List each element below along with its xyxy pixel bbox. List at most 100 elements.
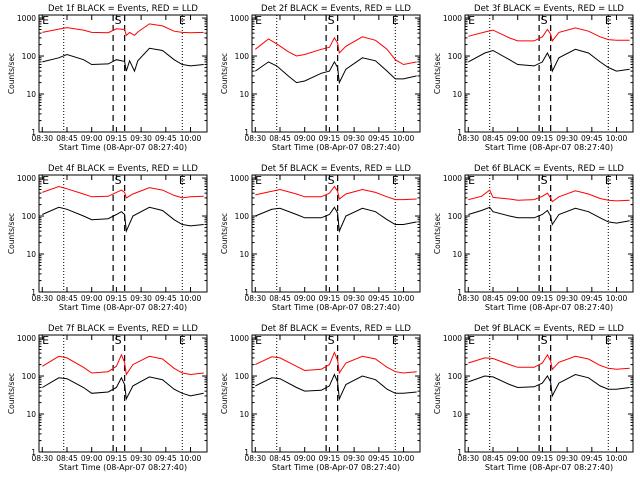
marker-label: E bbox=[468, 14, 475, 27]
lld-series-line bbox=[468, 353, 630, 371]
x-tick-label: 09:30 bbox=[343, 294, 365, 303]
x-tick-label: 09:00 bbox=[294, 454, 316, 463]
events-series-line bbox=[255, 57, 417, 85]
y-axis-label: Counts/sec bbox=[220, 213, 229, 254]
y-tick-label: 1 bbox=[457, 448, 462, 457]
x-tick-label: 10:00 bbox=[393, 134, 415, 143]
y-tick-label: 1000 bbox=[443, 174, 462, 183]
detector-panel-1: Det 1f BLACK = Events, RED = LLD 1 10 100 10… bbox=[7, 4, 208, 152]
x-tick-label: 09:30 bbox=[130, 454, 152, 463]
detector-panel-5: Det 5f BLACK = Events, RED = LLD 1 10 100 10… bbox=[220, 164, 421, 312]
x-tick-label: 08:45 bbox=[482, 294, 504, 303]
lld-series-line bbox=[255, 185, 417, 201]
detector-panel-3: Det 3f BLACK = Events, RED = LLD 1 10 100 10… bbox=[433, 4, 634, 152]
x-tick-label: 08:45 bbox=[56, 454, 78, 463]
plot-frame bbox=[251, 14, 421, 133]
lld-series-line bbox=[42, 353, 204, 376]
y-tick-label: 100 bbox=[235, 372, 250, 381]
x-axis-label: Start Time (08-Apr-07 08:27:40) bbox=[272, 143, 400, 152]
marker-label: S bbox=[328, 14, 335, 27]
lld-series-line bbox=[42, 185, 204, 199]
y-tick-label: 10 bbox=[26, 90, 36, 99]
events-series-line bbox=[255, 206, 417, 234]
events-series-line bbox=[42, 206, 204, 234]
x-tick-label: 10:00 bbox=[606, 454, 628, 463]
detector-panel-8: Det 8f BLACK = Events, RED = LLD 1 10 100 10… bbox=[220, 324, 421, 472]
x-tick-label: 09:15 bbox=[319, 294, 341, 303]
y-tick-label: 1000 bbox=[230, 174, 249, 183]
x-tick-label: 08:30 bbox=[31, 454, 53, 463]
x-tick-label: 09:45 bbox=[368, 454, 390, 463]
lld-series-line bbox=[468, 27, 630, 43]
panel-title: Det 4f BLACK = Events, RED = LLD bbox=[48, 164, 198, 174]
y-tick-label: 100 bbox=[235, 212, 250, 221]
events-series-line bbox=[468, 373, 630, 398]
y-axis-label: Counts/sec bbox=[220, 53, 229, 94]
marker-label: S bbox=[541, 174, 548, 187]
x-tick-label: 09:45 bbox=[155, 294, 177, 303]
y-tick-label: 100 bbox=[22, 212, 37, 221]
y-tick-label: 1 bbox=[244, 288, 249, 297]
marker-label: S bbox=[115, 174, 122, 187]
x-tick-label: 10:00 bbox=[393, 454, 415, 463]
x-tick-label: 08:45 bbox=[482, 134, 504, 143]
x-tick-label: 09:45 bbox=[155, 134, 177, 143]
marker-label: S bbox=[115, 334, 122, 347]
marker-label: E bbox=[255, 334, 262, 347]
x-tick-label: 10:00 bbox=[393, 294, 415, 303]
y-tick-label: 10 bbox=[239, 250, 249, 259]
marker-label: E bbox=[42, 334, 49, 347]
marker-label: E bbox=[42, 14, 49, 27]
x-tick-label: 09:00 bbox=[81, 294, 103, 303]
x-tick-label: 09:15 bbox=[319, 454, 341, 463]
y-tick-label: 1000 bbox=[230, 334, 249, 343]
x-tick-label: 09:15 bbox=[106, 454, 128, 463]
marker-label: S bbox=[115, 14, 122, 27]
x-tick-label: 09:30 bbox=[556, 294, 578, 303]
x-tick-label: 09:30 bbox=[130, 294, 152, 303]
x-tick-label: 09:30 bbox=[130, 134, 152, 143]
panel-title: Det 3f BLACK = Events, RED = LLD bbox=[474, 4, 624, 14]
x-tick-label: 08:45 bbox=[269, 134, 291, 143]
x-tick-label: 09:45 bbox=[368, 294, 390, 303]
y-axis-label: Counts/sec bbox=[433, 373, 442, 414]
x-tick-label: 09:00 bbox=[294, 134, 316, 143]
marker-label: E bbox=[42, 174, 49, 187]
x-tick-label: 09:15 bbox=[532, 134, 554, 143]
marker-label: E bbox=[392, 174, 399, 187]
x-tick-label: 09:30 bbox=[343, 454, 365, 463]
panel-title: Det 2f BLACK = Events, RED = LLD bbox=[261, 4, 411, 14]
x-tick-label: 08:30 bbox=[457, 134, 479, 143]
detector-panel-9: Det 9f BLACK = Events, RED = LLD 1 10 100 10… bbox=[433, 324, 634, 472]
x-tick-label: 09:30 bbox=[556, 454, 578, 463]
y-axis-label: Counts/sec bbox=[220, 373, 229, 414]
detector-panel-6: Det 6f BLACK = Events, RED = LLD 1 10 100 10… bbox=[433, 164, 634, 312]
x-axis-label: Start Time (08-Apr-07 08:27:40) bbox=[272, 303, 400, 312]
x-tick-label: 08:45 bbox=[269, 294, 291, 303]
x-tick-label: 08:30 bbox=[457, 294, 479, 303]
marker-label: E bbox=[468, 174, 475, 187]
x-tick-label: 08:45 bbox=[56, 294, 78, 303]
x-axis-label: Start Time (08-Apr-07 08:27:40) bbox=[59, 463, 187, 472]
y-tick-label: 1 bbox=[31, 288, 36, 297]
x-tick-label: 10:00 bbox=[180, 134, 202, 143]
y-tick-label: 100 bbox=[448, 52, 463, 61]
events-series-line bbox=[468, 48, 630, 73]
marker-label: E bbox=[392, 14, 399, 27]
y-axis-label: Counts/sec bbox=[433, 53, 442, 94]
plot-frame bbox=[38, 14, 208, 133]
y-tick-label: 1 bbox=[457, 288, 462, 297]
events-series-line bbox=[42, 376, 204, 401]
x-tick-label: 10:00 bbox=[180, 294, 202, 303]
y-tick-label: 1 bbox=[31, 128, 36, 137]
y-tick-label: 1000 bbox=[443, 14, 462, 23]
plot-frame bbox=[251, 334, 421, 453]
x-tick-label: 09:45 bbox=[581, 454, 603, 463]
x-tick-label: 09:15 bbox=[319, 134, 341, 143]
x-tick-label: 09:45 bbox=[368, 134, 390, 143]
panel-title: Det 6f BLACK = Events, RED = LLD bbox=[474, 164, 624, 174]
plot-frame bbox=[38, 334, 208, 453]
y-tick-label: 1000 bbox=[17, 334, 36, 343]
x-axis-label: Start Time (08-Apr-07 08:27:40) bbox=[272, 463, 400, 472]
